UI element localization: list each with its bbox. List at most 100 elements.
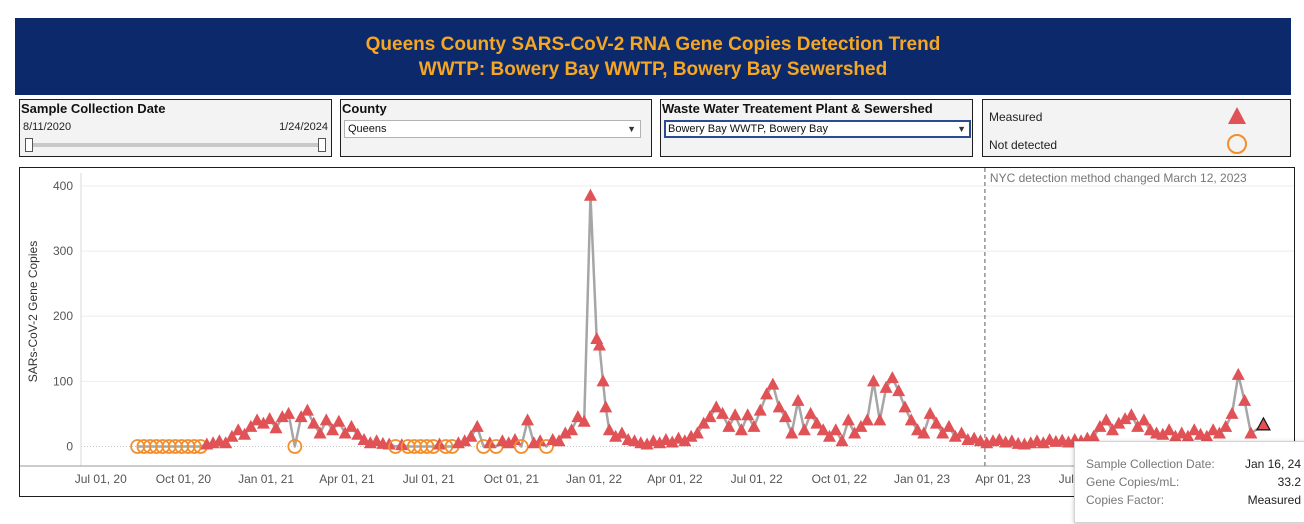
measured-point bbox=[332, 414, 346, 427]
x-tick-label: Apr 01, 23 bbox=[975, 472, 1031, 486]
x-tick-label: Apr 01, 21 bbox=[319, 472, 375, 486]
measured-point bbox=[596, 374, 610, 387]
measured-point bbox=[653, 436, 667, 449]
measured-point bbox=[1036, 436, 1050, 449]
y-tick-label: 200 bbox=[53, 309, 73, 323]
measured-point bbox=[602, 423, 616, 436]
measured-point bbox=[470, 419, 484, 432]
x-tick-label: Oct 01, 22 bbox=[812, 472, 868, 486]
measured-point bbox=[565, 423, 579, 436]
plant-filter: Waste Water Treatement Plant & Sewershed… bbox=[660, 99, 973, 157]
tooltip-copies-value: 33.2 bbox=[1277, 475, 1301, 489]
measured-point bbox=[1093, 419, 1107, 432]
measured-point bbox=[822, 429, 836, 442]
chevron-down-icon: ▼ bbox=[627, 124, 636, 134]
measured-point bbox=[866, 374, 880, 387]
measured-point bbox=[225, 429, 239, 442]
measured-point bbox=[873, 413, 887, 426]
measured-point bbox=[300, 403, 314, 416]
circle-icon bbox=[1227, 134, 1247, 154]
measured-point bbox=[898, 400, 912, 413]
measured-point bbox=[1168, 429, 1182, 442]
measured-point bbox=[804, 406, 818, 419]
measured-point bbox=[1131, 419, 1145, 432]
plant-select[interactable]: Bowery Bay WWTP, Bowery Bay ▼ bbox=[664, 120, 971, 138]
date-range-filter: Sample Collection Date 8/11/2020 1/24/20… bbox=[19, 99, 332, 157]
measured-point bbox=[835, 434, 849, 447]
measured-point bbox=[1124, 408, 1138, 421]
measured-point bbox=[577, 414, 591, 427]
measured-point bbox=[684, 429, 698, 442]
dashboard-title: Queens County SARS-CoV-2 RNA Gene Copies… bbox=[365, 33, 941, 55]
measured-point bbox=[923, 406, 937, 419]
plant-filter-label: Waste Water Treatement Plant & Sewershed bbox=[662, 101, 933, 116]
trend-chart: 0 100 200 300 400 SARs-CoV-2 Gene Copies Jul 0… bbox=[19, 167, 1295, 497]
measured-point bbox=[326, 423, 340, 436]
measured-point bbox=[464, 429, 478, 442]
date-range-max: 1/24/2024 bbox=[279, 121, 328, 133]
county-filter: County Queens ▼ bbox=[340, 99, 652, 157]
tooltip-factor-label: Copies Factor: bbox=[1086, 493, 1165, 507]
measured-point bbox=[1156, 427, 1170, 440]
tooltip-factor-value: Measured bbox=[1247, 493, 1301, 507]
not-detected-point bbox=[539, 439, 554, 454]
measured-point bbox=[848, 426, 862, 439]
tooltip-copies-label: Gene Copies/mL: bbox=[1086, 475, 1180, 489]
x-tick-label: Jul 01, 20 bbox=[75, 472, 127, 486]
measured-point bbox=[1112, 416, 1126, 429]
measured-point bbox=[741, 408, 755, 421]
measured-point bbox=[854, 419, 868, 432]
measured-point bbox=[238, 427, 252, 440]
measured-point bbox=[955, 426, 969, 439]
plant-select-value: Bowery Bay WWTP, Bowery Bay bbox=[668, 123, 828, 135]
measured-point bbox=[1162, 423, 1176, 436]
x-tick-label: Jan 01, 22 bbox=[566, 472, 622, 486]
date-filter-label: Sample Collection Date bbox=[21, 101, 166, 116]
measured-point bbox=[791, 393, 805, 406]
measured-point bbox=[552, 434, 566, 447]
data-tooltip: Sample Collection Date: Jan 16, 24 Gene … bbox=[1074, 441, 1304, 523]
legend-panel: Measured Not detected bbox=[982, 99, 1291, 157]
not-detected-point bbox=[287, 439, 303, 454]
measured-point bbox=[942, 419, 956, 432]
measured-point bbox=[778, 410, 792, 423]
measured-point bbox=[313, 426, 327, 439]
dashboard-subtitle: WWTP: Bowery Bay WWTP, Bowery Bay Sewers… bbox=[418, 58, 888, 80]
measured-point bbox=[1137, 413, 1151, 426]
measured-point bbox=[690, 426, 704, 439]
measured-point bbox=[1181, 429, 1195, 442]
measured-point bbox=[344, 419, 358, 432]
measured-point bbox=[904, 413, 918, 426]
measured-point bbox=[571, 410, 585, 423]
date-range-min: 8/11/2020 bbox=[23, 121, 72, 133]
measured-point bbox=[307, 416, 321, 429]
measured-point bbox=[734, 423, 748, 436]
measured-point bbox=[665, 435, 679, 448]
date-slider-track[interactable] bbox=[28, 143, 323, 147]
measured-point bbox=[1118, 412, 1132, 425]
measured-point bbox=[810, 416, 824, 429]
measured-point bbox=[948, 429, 962, 442]
triangle-icon bbox=[1228, 107, 1246, 124]
measured-point bbox=[275, 410, 289, 423]
chevron-down-icon: ▼ bbox=[957, 124, 966, 134]
measured-point bbox=[1087, 429, 1101, 442]
measured-point bbox=[282, 406, 296, 419]
measured-point bbox=[1200, 429, 1214, 442]
measured-point bbox=[351, 427, 365, 440]
measured-point bbox=[592, 338, 606, 351]
county-select[interactable]: Queens ▼ bbox=[344, 120, 641, 138]
measured-point bbox=[640, 437, 654, 450]
x-tick-label: Jan 01, 23 bbox=[894, 472, 950, 486]
x-tick-label: Oct 01, 21 bbox=[484, 472, 540, 486]
measured-point bbox=[879, 380, 893, 393]
measured-point bbox=[697, 416, 711, 429]
measured-point bbox=[885, 371, 899, 384]
measured-point bbox=[319, 413, 333, 426]
date-slider-end-handle[interactable] bbox=[318, 138, 326, 152]
measured-point bbox=[521, 413, 535, 426]
measured-point bbox=[231, 423, 245, 436]
measured-point bbox=[703, 410, 717, 423]
measured-point bbox=[766, 377, 780, 390]
date-slider-start-handle[interactable] bbox=[25, 138, 33, 152]
